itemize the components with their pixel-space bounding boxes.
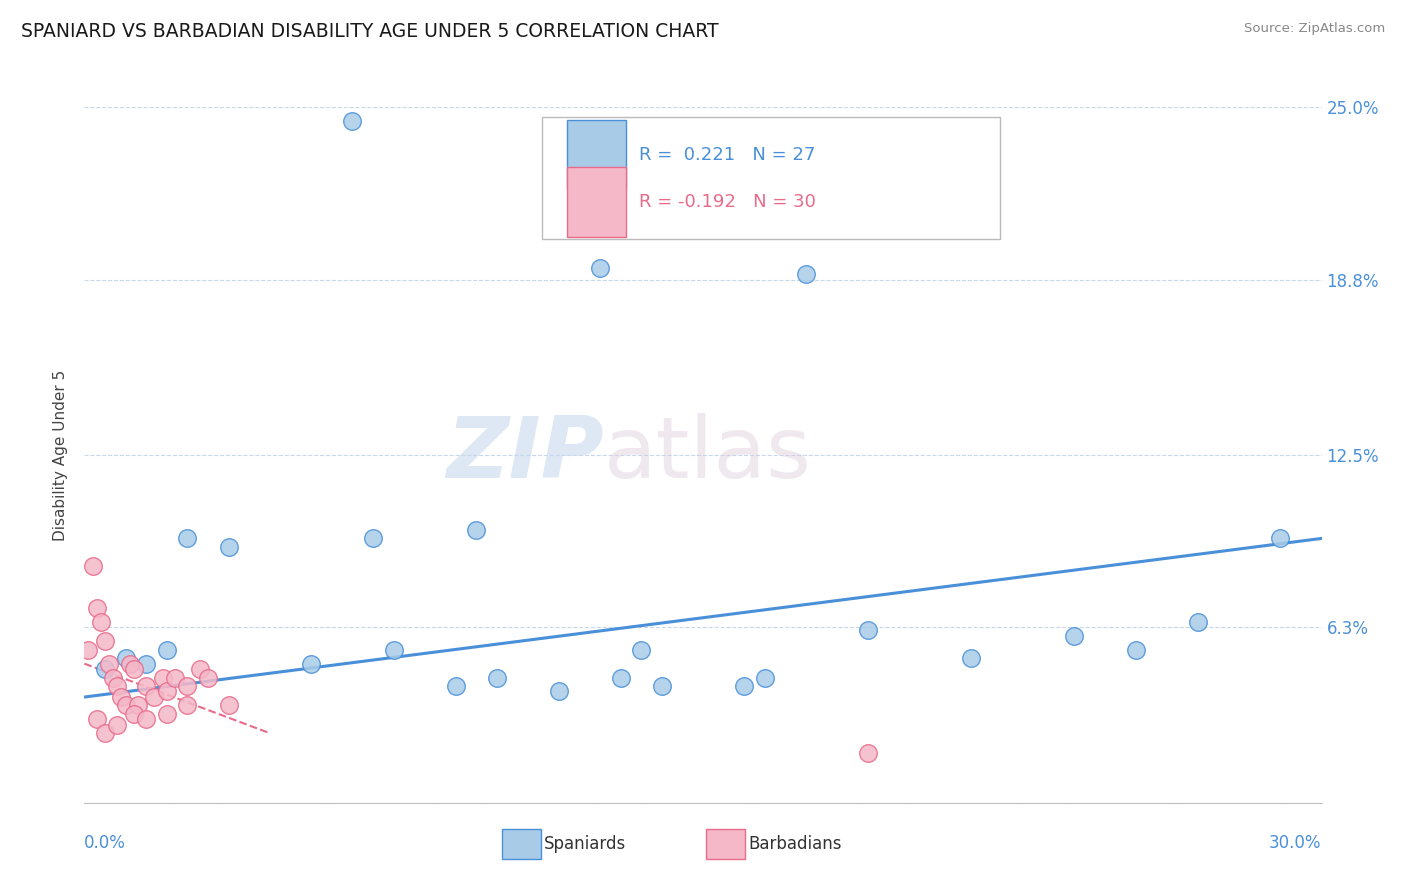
Point	[589, 261, 612, 276]
Point	[1187, 615, 1209, 629]
Point	[103, 671, 125, 685]
Text: 0.0%: 0.0%	[84, 834, 127, 852]
FancyBboxPatch shape	[543, 118, 1000, 239]
Point	[1063, 629, 1085, 643]
Y-axis label: Disability Age Under 5: Disability Age Under 5	[53, 369, 69, 541]
Text: SPANIARD VS BARBADIAN DISABILITY AGE UNDER 5 CORRELATION CHART: SPANIARD VS BARBADIAN DISABILITY AGE UND…	[21, 22, 718, 41]
Point	[98, 657, 121, 671]
Point	[156, 642, 179, 657]
Point	[176, 532, 198, 546]
Point	[94, 634, 117, 648]
Point	[77, 642, 100, 657]
FancyBboxPatch shape	[567, 168, 626, 237]
Point	[105, 679, 128, 693]
Point	[856, 746, 879, 760]
Text: R =  0.221   N = 27: R = 0.221 N = 27	[638, 145, 815, 163]
Point	[94, 726, 117, 740]
Point	[609, 671, 631, 685]
Text: R = -0.192   N = 30: R = -0.192 N = 30	[638, 193, 815, 211]
Point	[342, 114, 364, 128]
Point	[114, 698, 136, 713]
FancyBboxPatch shape	[567, 120, 626, 189]
Point	[485, 671, 508, 685]
Point	[188, 662, 211, 676]
Point	[122, 662, 145, 676]
Text: Spaniards: Spaniards	[544, 835, 626, 853]
Point	[156, 706, 179, 721]
Point	[127, 698, 149, 713]
Point	[547, 684, 569, 698]
Point	[218, 540, 240, 554]
Point	[960, 651, 983, 665]
Point	[156, 684, 179, 698]
Point	[733, 679, 755, 693]
Point	[114, 651, 136, 665]
Point	[90, 615, 112, 629]
Point	[82, 559, 104, 574]
Point	[361, 532, 384, 546]
Text: Source: ZipAtlas.com: Source: ZipAtlas.com	[1244, 22, 1385, 36]
Point	[630, 642, 652, 657]
Point	[135, 679, 157, 693]
Point	[118, 657, 141, 671]
Point	[218, 698, 240, 713]
Point	[382, 642, 405, 657]
Point	[197, 671, 219, 685]
Point	[856, 624, 879, 638]
Point	[143, 690, 166, 704]
Point	[794, 267, 817, 281]
Text: ZIP: ZIP	[446, 413, 605, 497]
Point	[299, 657, 322, 671]
Point	[152, 671, 174, 685]
Point	[1125, 642, 1147, 657]
Point	[1270, 532, 1292, 546]
Point	[110, 690, 132, 704]
Point	[94, 662, 117, 676]
Point	[165, 671, 187, 685]
Point	[86, 601, 108, 615]
Point	[135, 657, 157, 671]
Point	[754, 671, 776, 685]
Text: 30.0%: 30.0%	[1270, 834, 1322, 852]
Point	[176, 698, 198, 713]
Point	[135, 712, 157, 726]
Text: atlas: atlas	[605, 413, 813, 497]
Point	[122, 706, 145, 721]
Point	[86, 712, 108, 726]
Point	[176, 679, 198, 693]
Point	[444, 679, 467, 693]
Point	[465, 523, 488, 537]
Point	[651, 679, 673, 693]
Point	[105, 718, 128, 732]
Text: Barbadians: Barbadians	[748, 835, 842, 853]
